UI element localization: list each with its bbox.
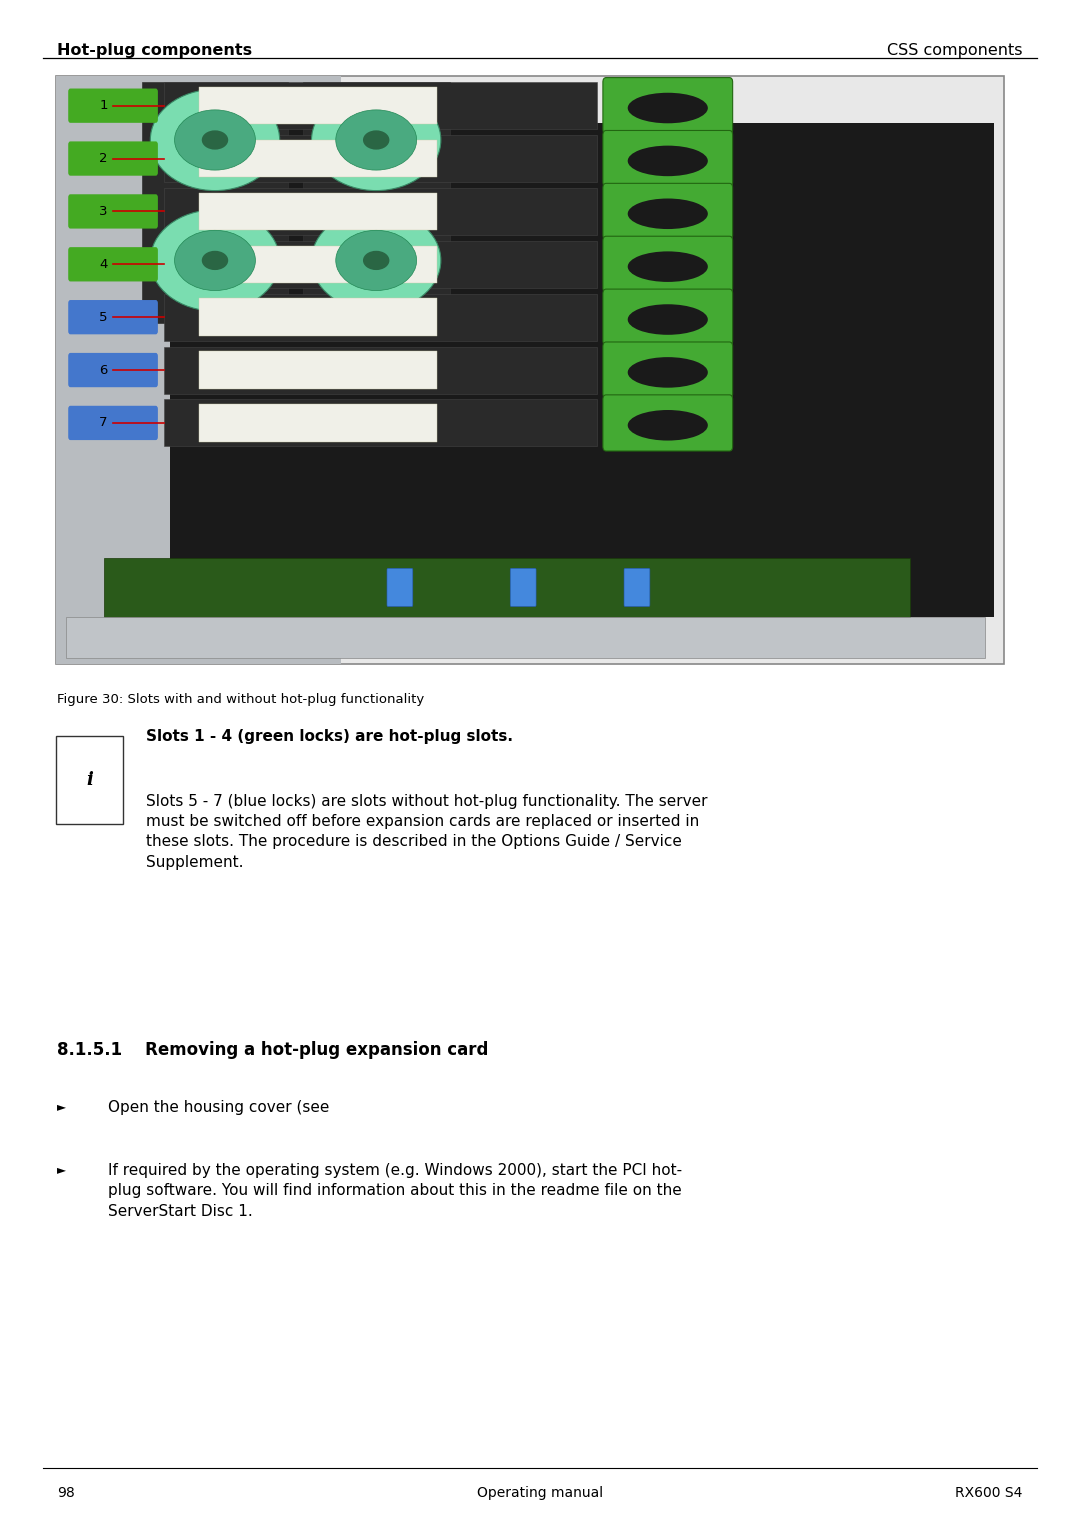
FancyBboxPatch shape [68,247,158,281]
Ellipse shape [150,211,280,311]
Text: ►: ► [57,1163,66,1177]
FancyBboxPatch shape [510,568,536,607]
Ellipse shape [150,90,280,191]
Ellipse shape [311,90,441,191]
FancyBboxPatch shape [68,89,158,122]
FancyBboxPatch shape [603,78,732,134]
FancyBboxPatch shape [199,351,436,389]
Ellipse shape [175,110,255,169]
Text: 3: 3 [99,204,108,218]
Text: 6: 6 [99,363,108,377]
Text: Slots 1 - 4 (green locks) are hot-plug slots.: Slots 1 - 4 (green locks) are hot-plug s… [146,729,513,745]
FancyBboxPatch shape [199,404,436,441]
FancyBboxPatch shape [164,134,596,182]
FancyBboxPatch shape [164,293,596,340]
FancyBboxPatch shape [603,342,732,398]
FancyBboxPatch shape [68,353,158,388]
FancyBboxPatch shape [68,194,158,229]
Ellipse shape [627,145,707,175]
FancyBboxPatch shape [56,76,1004,664]
Text: 1: 1 [99,99,108,113]
FancyBboxPatch shape [141,82,288,324]
Text: 98: 98 [57,1486,75,1500]
Ellipse shape [202,130,228,150]
Text: If required by the operating system (e.g. Windows 2000), start the PCI hot-
plug: If required by the operating system (e.g… [108,1163,683,1219]
FancyBboxPatch shape [164,188,596,235]
Text: 8.1.5.1    Removing a hot-plug expansion card: 8.1.5.1 Removing a hot-plug expansion ca… [57,1041,488,1059]
FancyBboxPatch shape [164,241,596,288]
Text: RX600 S4: RX600 S4 [956,1486,1023,1500]
FancyBboxPatch shape [603,130,732,186]
Ellipse shape [627,410,707,441]
Ellipse shape [627,198,707,229]
FancyBboxPatch shape [624,568,650,607]
FancyBboxPatch shape [302,82,449,324]
Text: Hot-plug components: Hot-plug components [57,43,253,58]
FancyBboxPatch shape [603,288,732,345]
FancyBboxPatch shape [68,406,158,439]
FancyBboxPatch shape [104,559,909,617]
Text: 5: 5 [99,311,108,324]
FancyBboxPatch shape [603,183,732,240]
FancyBboxPatch shape [56,76,340,664]
FancyBboxPatch shape [199,87,436,125]
Text: Operating manual: Operating manual [477,1486,603,1500]
Ellipse shape [627,252,707,282]
Text: 4: 4 [99,258,108,270]
Ellipse shape [202,250,228,270]
Ellipse shape [311,211,441,311]
Text: 7: 7 [99,417,108,429]
Ellipse shape [627,304,707,334]
FancyBboxPatch shape [164,82,596,130]
FancyBboxPatch shape [603,237,732,293]
FancyBboxPatch shape [199,299,436,336]
Ellipse shape [363,130,390,150]
FancyBboxPatch shape [199,140,436,177]
Text: Open the housing cover (see: Open the housing cover (see [108,1100,334,1116]
Ellipse shape [363,250,390,270]
Ellipse shape [175,230,255,290]
Ellipse shape [336,110,417,169]
FancyBboxPatch shape [66,617,985,658]
FancyBboxPatch shape [164,346,596,394]
FancyBboxPatch shape [603,395,732,452]
Text: i: i [86,771,93,789]
FancyBboxPatch shape [199,192,436,230]
Text: Slots 5 - 7 (blue locks) are slots without hot-plug functionality. The server
mu: Slots 5 - 7 (blue locks) are slots witho… [146,794,707,870]
Ellipse shape [336,230,417,290]
FancyBboxPatch shape [170,124,994,617]
Text: ►: ► [57,1100,66,1114]
Text: 2: 2 [99,153,108,165]
FancyBboxPatch shape [68,142,158,175]
Text: Figure 30: Slots with and without hot-plug functionality: Figure 30: Slots with and without hot-pl… [57,693,424,707]
FancyBboxPatch shape [199,246,436,284]
FancyBboxPatch shape [387,568,413,607]
Ellipse shape [627,357,707,388]
FancyBboxPatch shape [68,301,158,334]
FancyBboxPatch shape [164,400,596,447]
FancyBboxPatch shape [56,736,123,824]
Text: CSS components: CSS components [888,43,1023,58]
Ellipse shape [627,93,707,124]
